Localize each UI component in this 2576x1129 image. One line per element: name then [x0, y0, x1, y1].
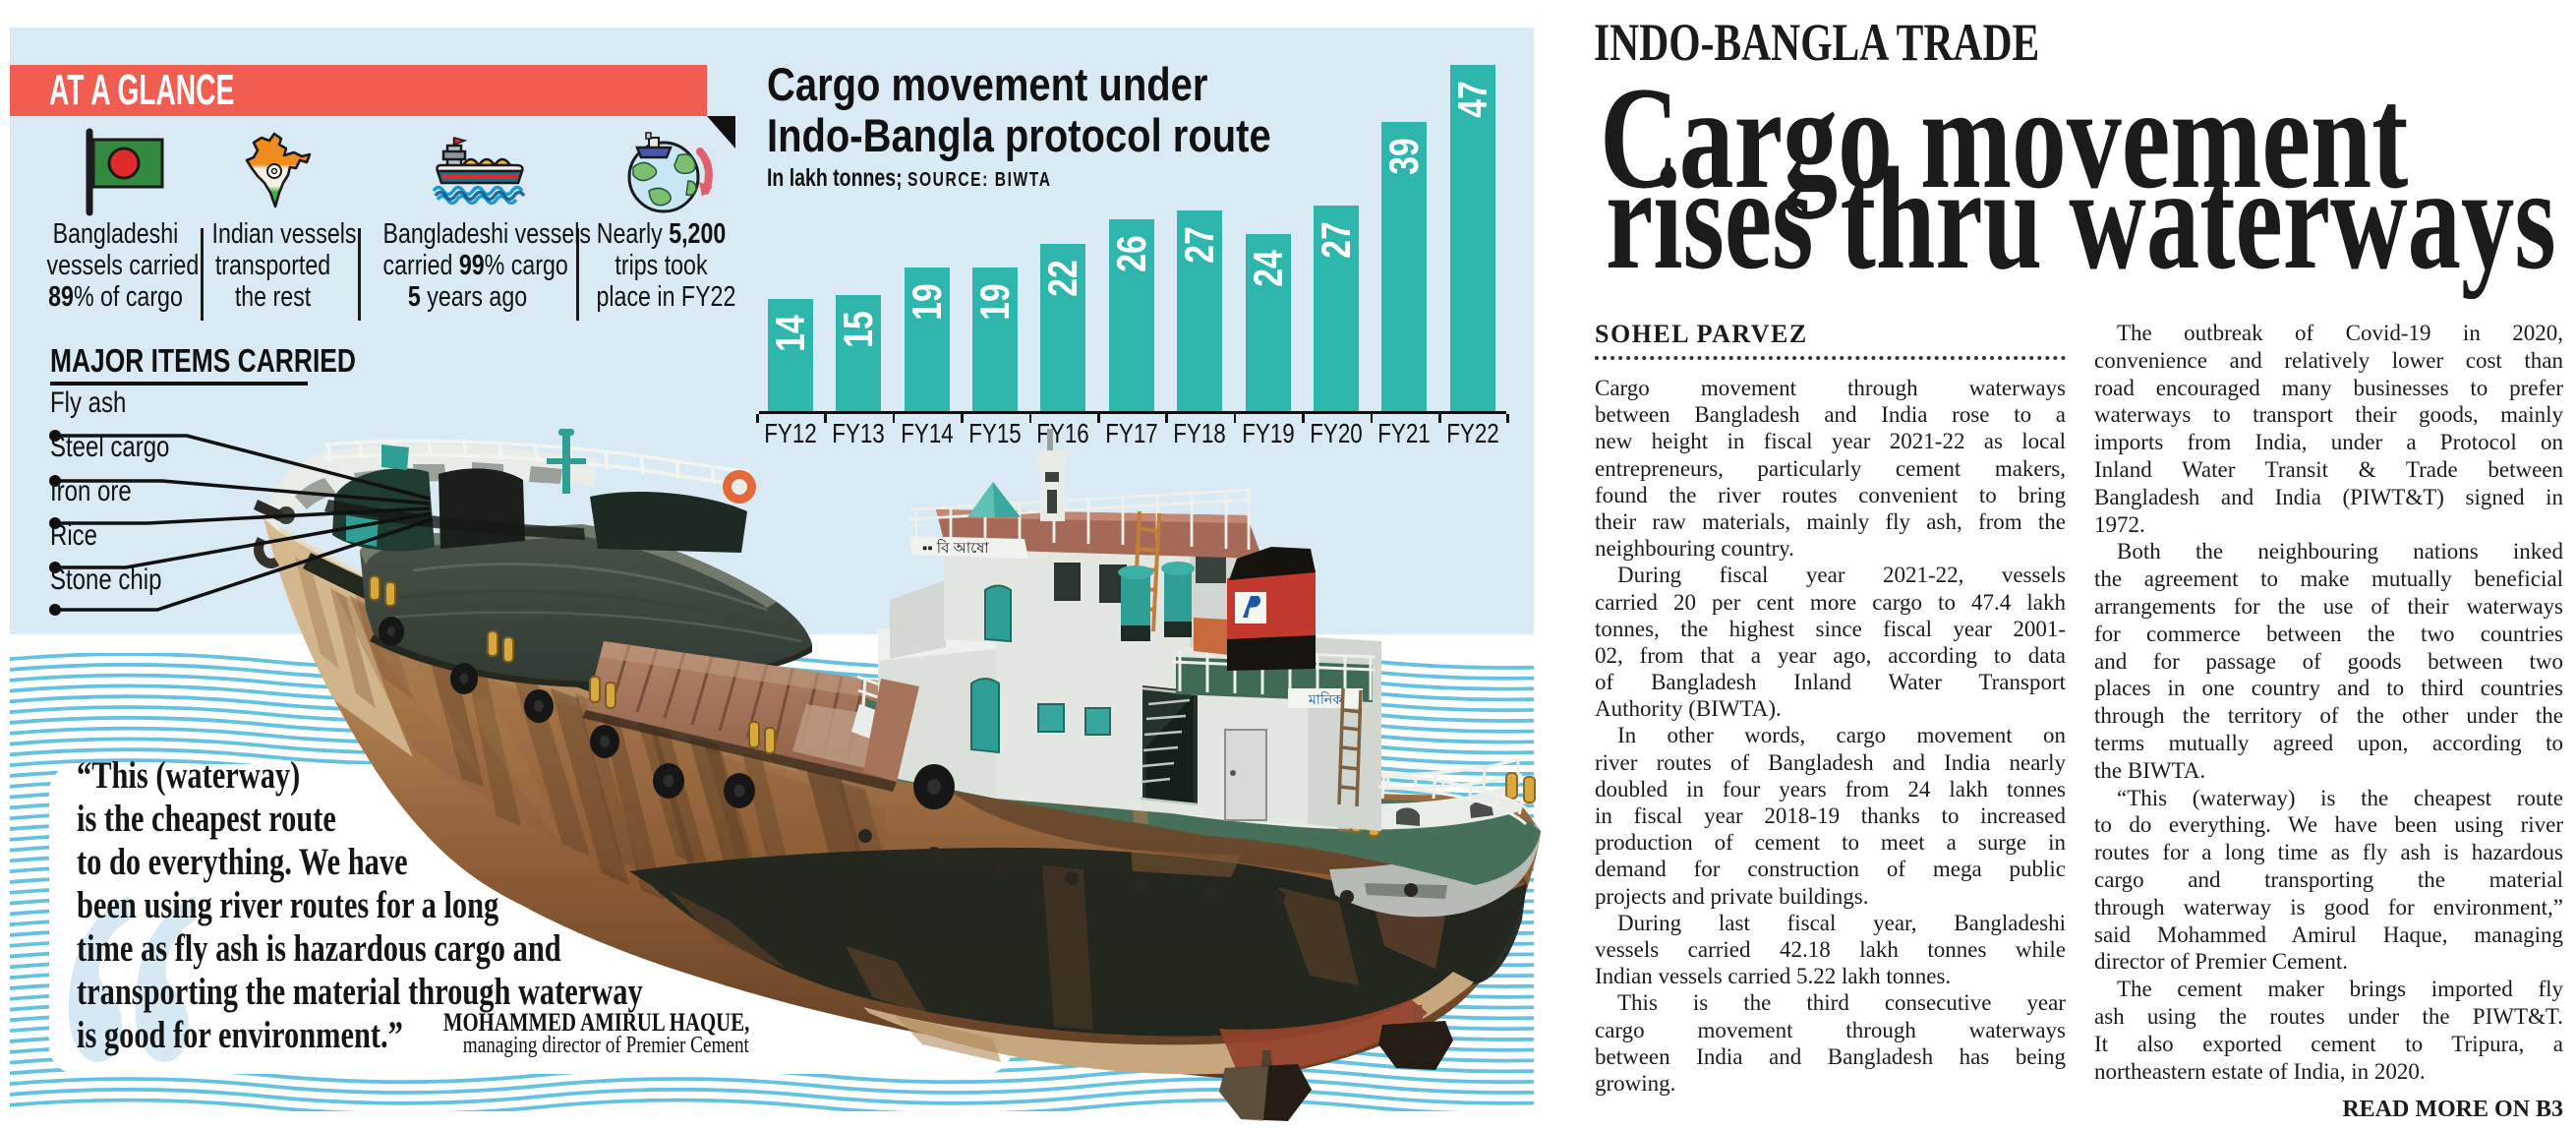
- svg-text:▪▪ বি আষাে: ▪▪ বি আষাে: [922, 539, 989, 557]
- svg-text:মানিক: মানিক: [1308, 691, 1342, 707]
